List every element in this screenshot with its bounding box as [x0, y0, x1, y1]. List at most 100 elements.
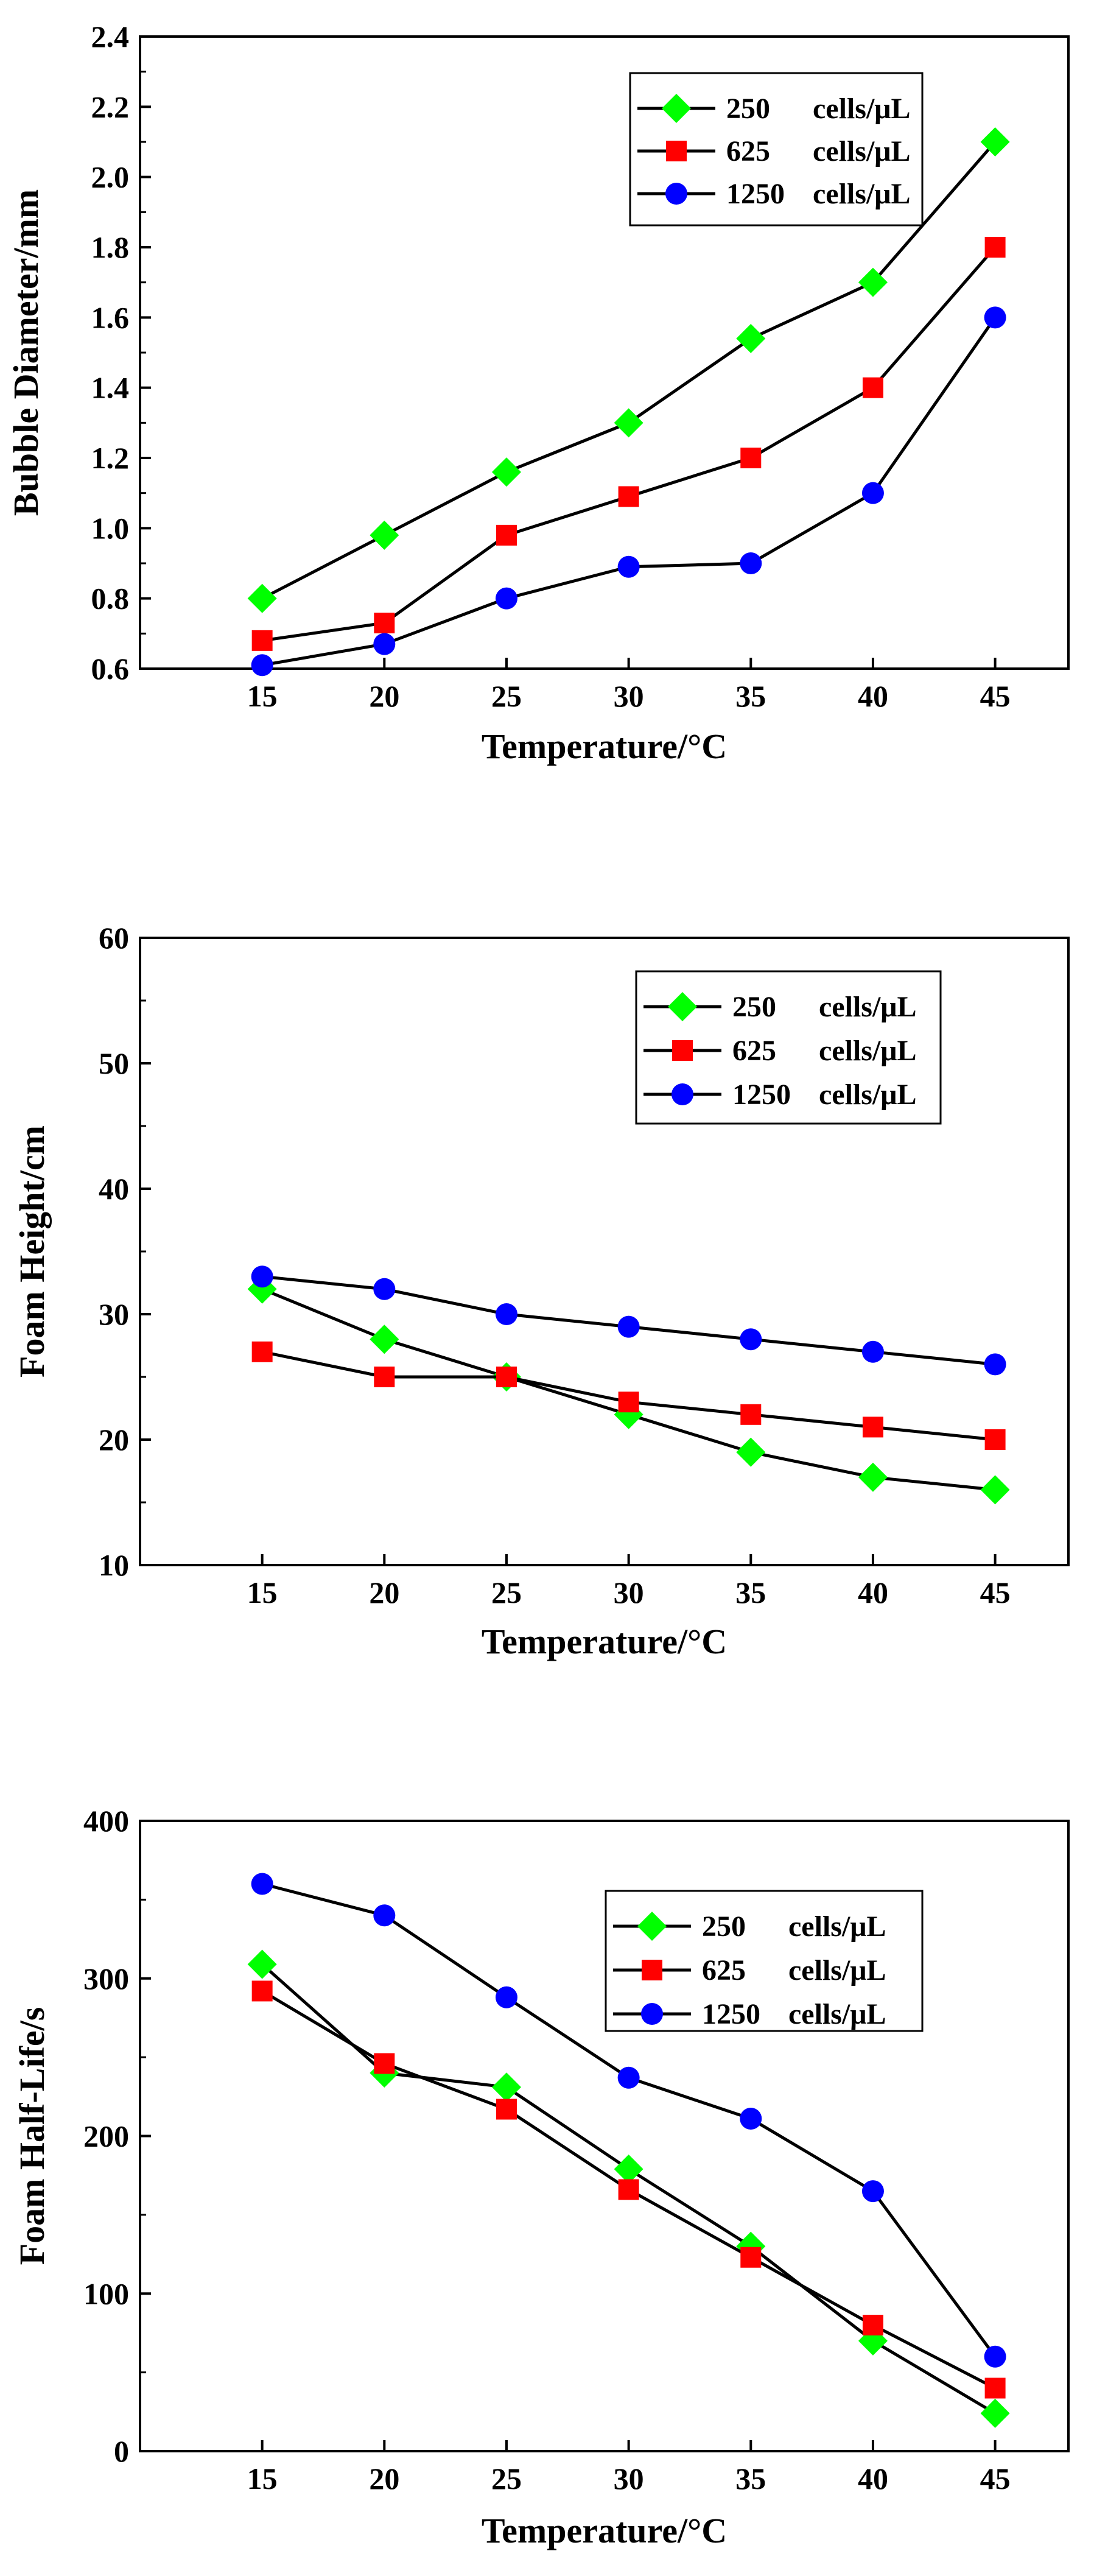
- legend-marker: [641, 2003, 663, 2025]
- x-tick-label: 30: [614, 679, 644, 713]
- data-point: [370, 1325, 399, 1354]
- legend-label-unit: cells/μL: [819, 1035, 917, 1067]
- data-point: [370, 520, 399, 550]
- legend-label-number: 625: [702, 1954, 746, 1987]
- data-point: [495, 1303, 517, 1325]
- legend-label-unit: cells/μL: [788, 1998, 886, 2030]
- data-point: [984, 1353, 1006, 1376]
- x-tick-label: 20: [369, 1575, 399, 1610]
- y-tick-label: 40: [99, 1172, 129, 1206]
- series-line: [262, 246, 997, 642]
- data-point: [617, 1315, 640, 1338]
- x-tick-label: 25: [491, 1575, 522, 1610]
- data-point: [251, 630, 273, 651]
- data-point: [374, 2053, 395, 2074]
- data-point: [984, 2345, 1006, 2368]
- y-axis-title: Foam Half-Life/s: [12, 2007, 52, 2265]
- y-tick-label: 100: [83, 2276, 129, 2310]
- legend-label-number: 250: [726, 93, 770, 125]
- legend-label-unit: cells/μL: [788, 1910, 886, 1943]
- x-tick-label: 45: [980, 679, 1011, 713]
- data-point: [740, 2247, 762, 2268]
- legend-marker: [668, 992, 697, 1021]
- data-point: [618, 486, 639, 507]
- data-point: [247, 583, 277, 613]
- y-axis-title: Bubble Diameter/mm: [6, 189, 46, 516]
- data-point: [984, 2377, 1006, 2399]
- y-tick-label: 400: [83, 1804, 129, 1838]
- y-tick-label: 0.8: [91, 582, 130, 616]
- foam-half-life-chart: 15 20 25 30 35 40 45 0 100 200 300 400 Temperature/°…: [12, 1804, 1070, 2550]
- x-tick-label: 25: [491, 679, 522, 713]
- series-circle: [251, 1265, 1006, 1376]
- legend-label-unit: cells/μL: [819, 1079, 917, 1111]
- y-tick-label: 1.0: [91, 511, 130, 545]
- data-point: [862, 2315, 883, 2335]
- series-square: [251, 1980, 1006, 2399]
- y-tick-label: 300: [83, 1962, 129, 1996]
- legend-marker: [662, 94, 691, 123]
- data-point: [251, 654, 273, 677]
- series-square: [251, 1341, 1006, 1450]
- series-circle: [251, 306, 1006, 677]
- data-point: [861, 1340, 884, 1363]
- data-point: [861, 2180, 884, 2203]
- data-point: [495, 1986, 517, 2008]
- y-tick-label: 50: [99, 1046, 129, 1080]
- data-point: [614, 2154, 643, 2184]
- series-circle: [251, 1873, 1006, 2368]
- data-point: [373, 633, 396, 655]
- legend-label-unit: cells/μL: [813, 93, 911, 125]
- x-tick-label: 15: [247, 1575, 278, 1610]
- y-axis-title: Foam Height/cm: [12, 1125, 52, 1378]
- plot-frame: [139, 1820, 1070, 2452]
- data-point: [858, 267, 888, 297]
- data-point: [740, 1404, 762, 1425]
- foam-height-chart: 15 20 25 30 35 40 45 10 20 30 40 50 60 Temperature/°C…: [12, 921, 1070, 1661]
- data-point: [495, 587, 517, 610]
- x-tick-label: 35: [735, 1575, 766, 1610]
- data-point: [373, 1278, 396, 1300]
- data-point: [373, 1904, 396, 1927]
- x-axis-title: Temperature/°C: [482, 2511, 727, 2550]
- data-point: [980, 2398, 1010, 2428]
- data-point: [247, 1949, 277, 1979]
- data-point: [491, 2072, 521, 2102]
- y-tick-label: 20: [99, 1423, 129, 1457]
- legend-marker: [666, 141, 687, 161]
- data-point: [858, 1462, 888, 1492]
- x-tick-label: 35: [735, 679, 766, 713]
- data-point: [251, 1265, 273, 1288]
- data-point: [984, 306, 1006, 329]
- y-tick-label: 60: [99, 921, 129, 955]
- data-point: [861, 482, 884, 504]
- data-point: [862, 1416, 883, 1438]
- x-tick-label: 30: [614, 2462, 644, 2496]
- data-point: [618, 1392, 639, 1413]
- legend-label-number: 625: [726, 135, 770, 167]
- data-point: [984, 1429, 1006, 1450]
- data-point: [251, 1980, 273, 2002]
- legend-label-number: 1250: [732, 1079, 791, 1111]
- y-tick-label: 2.0: [91, 160, 130, 194]
- legend-label-number: 250: [732, 991, 776, 1023]
- data-point: [251, 1873, 273, 1895]
- data-point: [862, 377, 883, 398]
- data-point: [617, 555, 640, 578]
- legend-label-unit: cells/μL: [788, 1954, 886, 1987]
- x-axis-title: Temperature/°C: [482, 1622, 727, 1661]
- x-tick-label: 25: [491, 2462, 522, 2496]
- x-tick-label: 15: [247, 2462, 278, 2496]
- x-tick-label: 40: [858, 679, 888, 713]
- legend-marker: [671, 1083, 693, 1105]
- x-tick-label: 40: [858, 2462, 888, 2496]
- legend-label-unit: cells/μL: [813, 135, 911, 167]
- data-point: [740, 1328, 762, 1351]
- x-tick-label: 20: [369, 2462, 399, 2496]
- data-point: [374, 1367, 395, 1387]
- data-point: [736, 1437, 766, 1467]
- x-tick-label: 35: [735, 2462, 766, 2496]
- y-tick-label: 2.4: [91, 19, 130, 54]
- data-point: [614, 408, 643, 438]
- data-point: [618, 2179, 639, 2200]
